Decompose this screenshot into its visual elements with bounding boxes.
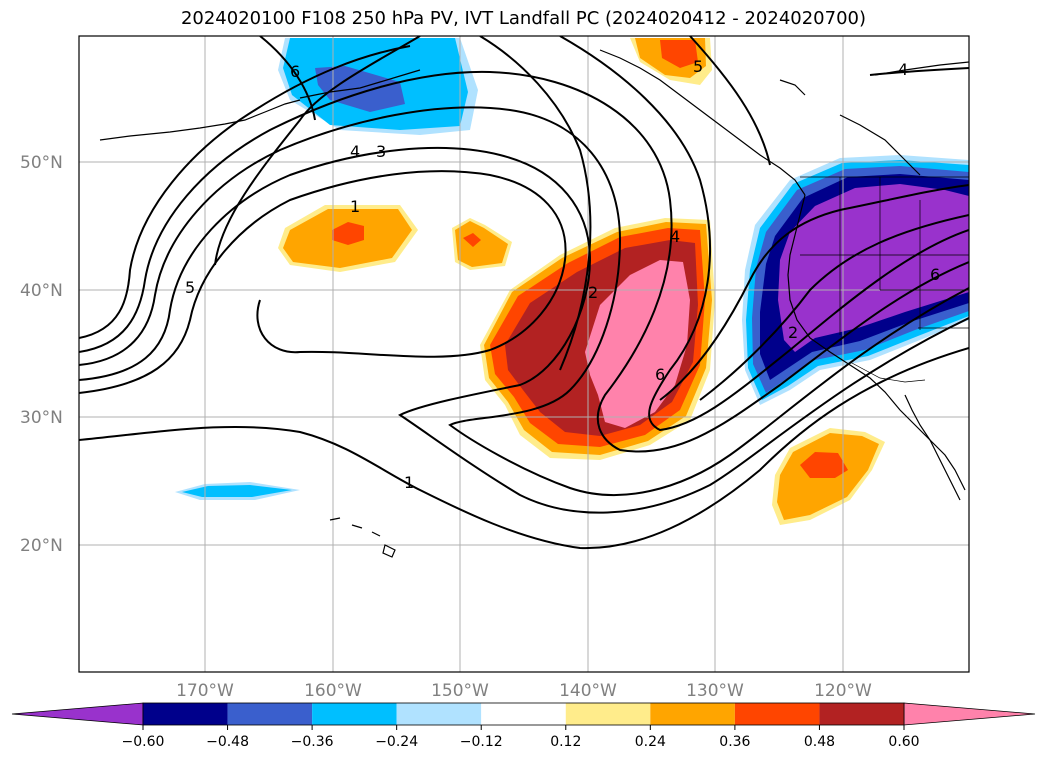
colorbar-box: [734, 703, 820, 725]
colorbar-box: [819, 703, 904, 725]
colorbar-tick-label: 0.12: [550, 734, 581, 750]
lon-label-160w: 160°W: [304, 681, 362, 701]
colorbar-box: [650, 703, 735, 725]
colorbar-tick-label: −0.48: [206, 734, 249, 750]
lat-label-20n: 20°N: [20, 536, 63, 556]
colorbar-tick-label: −0.60: [122, 734, 165, 750]
contour-label: 6: [655, 365, 665, 384]
contour-label: 1: [404, 473, 414, 492]
lon-label-120w: 120°W: [814, 681, 872, 701]
map-area: 6 4 3 1 5 2 6 4 5 4 1 2 6: [79, 36, 969, 672]
contour-label: 5: [693, 57, 703, 76]
contour-label: 6: [930, 265, 940, 284]
contour-label: 5: [185, 278, 195, 297]
colorbar-box: [143, 703, 228, 725]
lon-label-130w: 130°W: [686, 681, 744, 701]
contour-label: 2: [788, 323, 798, 342]
map-frame: [78, 35, 970, 673]
lon-label-140w: 140°W: [559, 681, 617, 701]
coastlines: [99, 49, 969, 558]
colorbar-box: [312, 703, 397, 725]
lat-label-30n: 30°N: [20, 408, 63, 428]
colorbar-right-extension: [903, 702, 1036, 726]
lat-label-40n: 40°N: [20, 281, 63, 301]
contour-label: 3: [376, 142, 386, 161]
contour-label: 2: [588, 283, 598, 302]
colorbar-tick-label: −0.12: [460, 734, 503, 750]
colorbar-tick-label: 0.60: [888, 734, 919, 750]
colorbar-box: [565, 703, 651, 725]
lon-label-150w: 150°W: [431, 681, 489, 701]
longitude-labels: 170°W 160°W 150°W 140°W 130°W 120°W: [176, 681, 872, 701]
colorbar-left-extension: [11, 702, 144, 726]
colorbar: −0.60 −0.48 −0.36 −0.24 −0.12 0.12 0.24 0.36 0.4…: [11, 702, 1036, 750]
colorbar-tick-label: −0.36: [291, 734, 334, 750]
contour-labels: 6 4 3 1 5 2 6 4 5 4 1 2 6: [185, 57, 940, 492]
colorbar-box: [396, 703, 482, 725]
pv-contours: [79, 36, 969, 550]
colorbar-box: [481, 703, 566, 725]
lat-label-50n: 50°N: [20, 153, 63, 173]
contour-label: 1: [350, 197, 360, 216]
colorbar-box: [227, 703, 313, 725]
colorbar-tick-label: 0.24: [635, 734, 666, 750]
contour-label: 4: [350, 142, 360, 161]
colorbar-tick-label: 0.36: [719, 734, 750, 750]
colorbar-tick-label: 0.48: [804, 734, 835, 750]
colorbar-tick-label: −0.24: [375, 734, 418, 750]
colorbar-outline: [142, 702, 905, 726]
lon-label-170w: 170°W: [176, 681, 234, 701]
latitude-labels: 50°N 40°N 30°N 20°N: [20, 153, 63, 556]
map-title: 2024020100 F108 250 hPa PV, IVT Landfall…: [180, 8, 867, 29]
contour-label: 4: [898, 60, 908, 79]
borders: [800, 176, 969, 383]
contour-label: 4: [670, 227, 680, 246]
contour-label: 6: [290, 62, 300, 81]
